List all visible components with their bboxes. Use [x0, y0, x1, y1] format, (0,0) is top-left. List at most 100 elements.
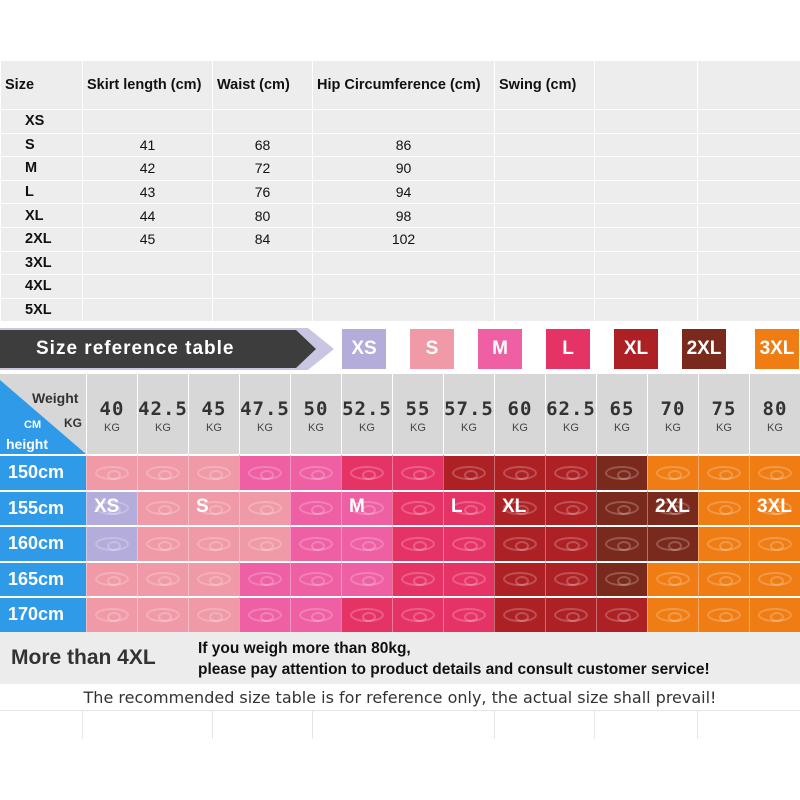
measure-cell: [82, 274, 213, 299]
measurement-row: S 41 68 86: [0, 132, 800, 158]
size-grid-cell: [86, 454, 137, 490]
cell-pattern-icon: [95, 572, 129, 587]
cell-pattern-icon: [197, 536, 231, 551]
weight-value: 50: [303, 398, 329, 420]
cell-pattern-icon: [299, 607, 333, 622]
measure-cell: [697, 179, 800, 205]
column-header: Hip Circumference (cm): [312, 60, 495, 110]
blank-table-divider: [594, 711, 595, 739]
measure-cell: [594, 156, 698, 181]
weight-unit-label: KG: [64, 416, 82, 430]
weight-column-header: 70 KG: [647, 374, 698, 454]
measure-cell: [594, 203, 698, 228]
size-grid-cell: [137, 596, 188, 632]
size-grid-cell: [290, 489, 341, 525]
cell-pattern-icon: [656, 501, 690, 516]
size-grid-cell: [545, 489, 596, 525]
measurement-row: 2XL 45 84 102: [0, 226, 800, 252]
cell-pattern-icon: [503, 536, 537, 551]
cell-pattern-icon: [350, 607, 384, 622]
size-cell: XL: [0, 203, 83, 228]
cell-pattern-icon: [707, 607, 741, 622]
cell-pattern-icon: [656, 465, 690, 480]
size-grid-cell: [749, 525, 800, 561]
size-chip-s: S: [410, 329, 454, 369]
grid-size-label: 2XL: [655, 496, 690, 518]
grid-size-label: S: [196, 496, 209, 518]
size-grid-cell: [290, 596, 341, 632]
size-cell: 2XL: [0, 226, 83, 252]
size-grid-cell: [698, 454, 749, 490]
cell-pattern-icon: [401, 501, 435, 516]
measurement-header-row: Size Skirt length (cm) Waist (cm) Hip Circu…: [0, 60, 800, 110]
size-grid-cell: [545, 525, 596, 561]
measure-cell: [594, 132, 698, 158]
measure-cell: [697, 132, 800, 158]
cell-pattern-icon: [707, 501, 741, 516]
weight-unit: KG: [104, 422, 120, 434]
weight-value: 70: [660, 398, 686, 420]
grid-size-label: L: [451, 496, 463, 518]
measurement-table: Size Skirt length (cm) Waist (cm) Hip Circu…: [0, 60, 800, 323]
size-reference-band: Size reference table XS S M L XL 2XL 3XL: [0, 322, 800, 374]
size-grid-cell: [86, 596, 137, 632]
size-grid-cell: [545, 596, 596, 632]
oversize-line-1: If you weigh more than 80kg,: [198, 640, 411, 657]
column-header: [697, 60, 800, 110]
weight-value: 65: [609, 398, 635, 420]
size-chip-m: M: [478, 329, 522, 369]
size-grid-cell: [188, 525, 239, 561]
size-grid-cell: [239, 560, 290, 596]
size-chip-xl: XL: [614, 329, 658, 369]
cell-pattern-icon: [401, 465, 435, 480]
weight-value: 42.5: [138, 398, 188, 420]
cell-pattern-icon: [146, 572, 180, 587]
cell-pattern-icon: [350, 465, 384, 480]
size-grid-cell: [596, 560, 647, 596]
measurement-row: 5XL: [0, 297, 800, 323]
cell-pattern-icon: [554, 501, 588, 516]
measure-cell: [594, 274, 698, 299]
oversize-notice: More than 4XL If you weigh more than 80k…: [0, 632, 800, 684]
weight-column-header: 57.5 KG: [443, 374, 494, 454]
blank-table-divider: [312, 711, 313, 739]
size-grid-cell: [494, 596, 545, 632]
grid-size-label: XL: [502, 496, 527, 518]
measurement-row: XL 44 80 98: [0, 203, 800, 228]
disclaimer-text: The recommended size table is for refere…: [83, 688, 717, 707]
measure-cell: 94: [312, 179, 495, 205]
measure-cell: [494, 156, 595, 181]
measure-cell: [494, 297, 595, 323]
size-grid-cell: [341, 454, 392, 490]
cell-pattern-icon: [554, 536, 588, 551]
weight-unit: KG: [410, 422, 426, 434]
cell-pattern-icon: [401, 536, 435, 551]
height-weight-chart: Weight KG CM height 40 KG 42.5 KG 45 KG 47.5 KG…: [0, 374, 800, 632]
blank-table-divider: [82, 711, 83, 739]
measure-cell: 76: [212, 179, 313, 205]
measure-cell: [82, 250, 213, 276]
measure-cell: [494, 179, 595, 205]
size-chip-2xl: 2XL: [682, 329, 726, 369]
oversize-line-2: please pay attention to product details …: [198, 661, 710, 678]
size-grid-cell: [86, 525, 137, 561]
measure-cell: 45: [82, 226, 213, 252]
cell-pattern-icon: [758, 536, 792, 551]
cell-pattern-icon: [452, 607, 486, 622]
measure-cell: [697, 274, 800, 299]
measurement-row: 4XL: [0, 274, 800, 299]
blank-table-strip: [0, 710, 800, 739]
cell-pattern-icon: [656, 607, 690, 622]
weight-axis-label: Weight: [32, 390, 79, 406]
cell-pattern-icon: [248, 536, 282, 551]
weight-column-header: 62.5 KG: [545, 374, 596, 454]
size-grid-cell: [647, 489, 698, 525]
size-grid-cell: [494, 525, 545, 561]
size-grid-cell: [239, 454, 290, 490]
cell-pattern-icon: [656, 572, 690, 587]
weight-column-header: 80 KG: [749, 374, 800, 454]
weight-unit: KG: [155, 422, 171, 434]
cell-pattern-icon: [554, 607, 588, 622]
size-grid-cell: [188, 596, 239, 632]
weight-unit: KG: [665, 422, 681, 434]
